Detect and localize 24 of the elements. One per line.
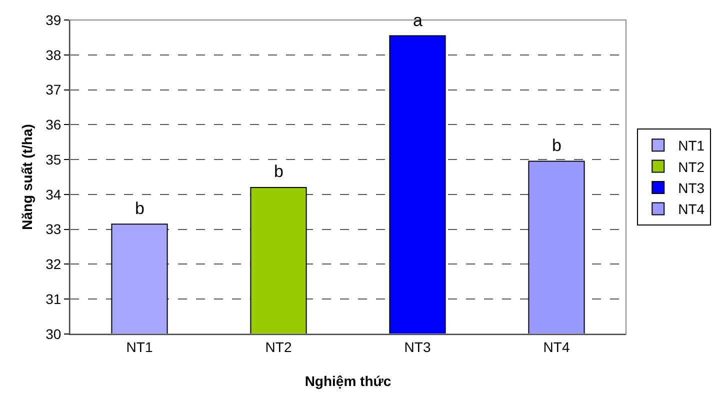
- annotation: b: [552, 136, 562, 155]
- y-axis-title: Năng suất (t/ha): [19, 124, 35, 230]
- x-tick-label: NT3: [404, 338, 431, 355]
- y-tick-label: 32: [46, 256, 62, 272]
- legend-label: NT2: [678, 158, 705, 175]
- x-tick-label: NT4: [543, 338, 570, 355]
- y-tick-label: 35: [46, 151, 62, 168]
- x-axis-title: Nghiệm thức: [304, 373, 392, 389]
- y-tick-label: 39: [46, 12, 62, 28]
- x-tick-label: NT1: [126, 338, 153, 355]
- y-tick-label: 38: [46, 46, 62, 63]
- y-tick-label: 36: [46, 116, 62, 133]
- legend-label: NT4: [678, 201, 705, 218]
- y-tick-label: 37: [46, 82, 62, 98]
- annotation: b: [274, 162, 284, 181]
- annotation: a: [413, 11, 423, 30]
- y-tick-label: 33: [46, 221, 62, 238]
- y-tick-label: 30: [46, 326, 62, 342]
- y-tick-label: 31: [46, 291, 62, 308]
- legend-label: NT3: [678, 180, 705, 196]
- x-tick-label: NT2: [265, 338, 292, 355]
- y-tick-label: 34: [46, 186, 62, 202]
- annotation: b: [135, 199, 144, 218]
- legend-label: NT1: [678, 138, 705, 154]
